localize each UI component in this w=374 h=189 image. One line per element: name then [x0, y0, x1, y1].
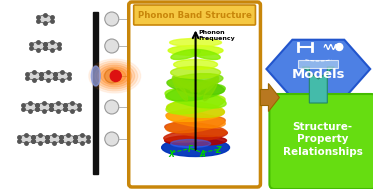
- Ellipse shape: [165, 89, 226, 108]
- Ellipse shape: [167, 108, 224, 122]
- FancyBboxPatch shape: [129, 2, 260, 187]
- Polygon shape: [51, 103, 65, 111]
- Ellipse shape: [171, 50, 200, 60]
- Text: Structure-
Property
Relationships: Structure- Property Relationships: [283, 122, 363, 157]
- Ellipse shape: [166, 95, 225, 114]
- Polygon shape: [75, 135, 89, 143]
- Ellipse shape: [184, 81, 212, 89]
- Ellipse shape: [98, 65, 132, 87]
- Circle shape: [110, 70, 121, 81]
- Ellipse shape: [166, 84, 225, 101]
- Ellipse shape: [171, 67, 221, 78]
- Text: Z: Z: [215, 146, 220, 155]
- Polygon shape: [31, 42, 45, 50]
- Ellipse shape: [101, 67, 129, 85]
- Polygon shape: [302, 67, 334, 103]
- Ellipse shape: [168, 46, 223, 56]
- Polygon shape: [41, 72, 55, 80]
- FancyBboxPatch shape: [269, 94, 374, 189]
- Circle shape: [105, 132, 119, 146]
- Ellipse shape: [174, 60, 218, 70]
- Circle shape: [105, 39, 119, 53]
- Ellipse shape: [175, 78, 200, 92]
- Ellipse shape: [191, 78, 216, 92]
- Ellipse shape: [168, 74, 223, 87]
- Ellipse shape: [166, 116, 225, 133]
- Circle shape: [105, 69, 119, 83]
- Polygon shape: [65, 103, 79, 111]
- Polygon shape: [19, 135, 33, 143]
- Ellipse shape: [167, 78, 224, 94]
- Ellipse shape: [91, 66, 100, 86]
- Polygon shape: [55, 72, 69, 80]
- Ellipse shape: [165, 122, 226, 136]
- Polygon shape: [260, 84, 279, 112]
- Ellipse shape: [162, 139, 230, 156]
- Circle shape: [336, 43, 343, 50]
- Text: Models: Models: [292, 67, 345, 81]
- Ellipse shape: [191, 50, 220, 60]
- Ellipse shape: [92, 61, 138, 91]
- Ellipse shape: [164, 129, 227, 142]
- Polygon shape: [47, 135, 61, 143]
- Ellipse shape: [167, 102, 224, 117]
- Ellipse shape: [170, 39, 221, 46]
- Polygon shape: [33, 135, 47, 143]
- Text: Phonon
Frequency: Phonon Frequency: [199, 30, 235, 41]
- Ellipse shape: [166, 111, 225, 128]
- Ellipse shape: [104, 69, 126, 83]
- Circle shape: [105, 12, 119, 26]
- Text: Γ: Γ: [188, 145, 193, 154]
- Ellipse shape: [203, 76, 219, 101]
- Circle shape: [105, 100, 119, 114]
- Bar: [298, 60, 338, 68]
- FancyBboxPatch shape: [134, 5, 255, 25]
- Polygon shape: [45, 42, 59, 50]
- Ellipse shape: [165, 136, 227, 146]
- Ellipse shape: [197, 77, 218, 97]
- Text: A: A: [200, 150, 205, 159]
- Polygon shape: [23, 103, 37, 111]
- Polygon shape: [37, 103, 51, 111]
- Ellipse shape: [171, 139, 211, 147]
- Ellipse shape: [95, 63, 135, 89]
- Ellipse shape: [172, 76, 188, 101]
- Ellipse shape: [173, 77, 194, 97]
- Polygon shape: [266, 40, 370, 98]
- Ellipse shape: [179, 81, 207, 89]
- Polygon shape: [27, 72, 41, 80]
- Polygon shape: [61, 135, 75, 143]
- Ellipse shape: [89, 59, 141, 93]
- Polygon shape: [38, 15, 52, 23]
- Text: Phonon Band Structure: Phonon Band Structure: [138, 11, 252, 19]
- Text: X: X: [169, 150, 175, 159]
- Bar: [93, 12, 98, 174]
